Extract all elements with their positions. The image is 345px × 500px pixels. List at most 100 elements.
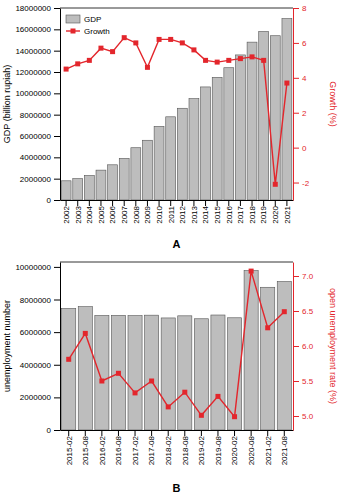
tick: 2010 [155,200,164,224]
marker [110,49,115,54]
tick-label: -2 [302,179,310,188]
bar [161,318,175,430]
tick-mark [217,200,218,206]
tick-label: 2015 [213,205,222,223]
tick: 2000000 [20,175,60,184]
marker [98,46,103,51]
tick-label: 2020-08 [247,435,256,465]
tick-label: 6000000 [20,328,52,337]
legend-label: GDP [84,15,101,24]
tick: 2019-08 [214,430,223,465]
bar [259,31,269,200]
tick-mark [100,200,101,206]
tick-mark [293,276,299,277]
tick-label: 8 [302,4,307,13]
tick: 8000000 [20,296,60,305]
tick-mark [228,200,229,206]
tick-mark [193,200,194,206]
tick: 2012 [178,200,187,224]
tick-label: 2008 [132,205,141,223]
bar [247,42,257,200]
tick: 10000000 [15,263,60,272]
tick-mark [147,200,148,206]
panel: 2002200320042005200620072008200920102011… [2,4,338,250]
tick: 2018-02 [164,430,173,465]
bar [178,316,192,430]
tick-label: 2021 [283,205,292,223]
tick: 2005 [97,200,106,224]
tick-label: 2016 [225,205,234,223]
tick-label: 2003 [74,205,83,223]
marker [66,357,71,362]
bar [95,315,109,430]
tick-label: 0 [47,196,52,205]
tick-mark [263,200,264,206]
tick: 2006 [108,200,117,224]
marker [157,37,162,42]
marker [182,390,187,395]
tick-label: 4000000 [20,361,52,370]
tick: 6000000 [20,328,60,337]
axis-line [61,430,294,431]
tick-label: 2013 [190,205,199,223]
tick: 4000000 [20,153,60,162]
tick-label: 16000000 [15,25,51,34]
tick: 0 [47,196,60,205]
tick-mark [54,51,60,52]
tick: 0 [293,144,307,153]
legend-swatch [66,15,80,23]
axis-line [60,263,61,431]
tick-label: 2000000 [20,175,52,184]
tick: 2014 [201,200,210,224]
y-axis: 0200000040000006000000800000010000000 [15,263,60,436]
tick-mark [293,381,299,382]
legend-label: Growth [84,27,110,36]
tick: 2007 [120,200,129,224]
bar [111,315,125,430]
tick-mark [54,397,60,398]
tick: 2003 [74,200,83,224]
legend-marker [71,29,76,34]
tick: 2009 [143,200,152,224]
tick: 2017-02 [131,430,140,465]
tick-mark [54,179,60,180]
tick-mark [54,332,60,333]
tick: 2015-08 [81,430,90,465]
tick: 16000000 [15,25,60,34]
marker [203,58,208,63]
tick-mark [54,136,60,137]
marker [116,371,121,376]
bar [211,315,225,430]
bar [224,68,234,200]
tick-mark [54,300,60,301]
tick: 2015 [213,200,222,224]
tick-label: 10000000 [15,263,51,272]
tick: 2004 [85,200,94,224]
tick: 0 [47,426,60,435]
tick-mark [293,416,299,417]
axis-title: Growth (%) [328,81,338,127]
bar [108,165,118,200]
tick: 6 [293,39,307,48]
tick: 2002 [62,200,71,224]
tick-mark [293,78,299,79]
y2-axis: -202468 [293,4,310,200]
tick-label: 2019 [259,205,268,223]
bar [166,117,176,200]
bar [61,181,71,200]
tick: 2016-02 [98,430,107,465]
tick: 5.5 [293,377,314,386]
tick: 5.0 [293,412,314,421]
tick-label: 8000000 [20,296,52,305]
tick-mark [159,200,160,206]
tick-label: 7.0 [302,272,314,281]
tick-mark [284,430,285,436]
tick: 2019-02 [197,430,206,465]
tick-mark [182,200,183,206]
bar [194,319,208,430]
bar [143,140,153,200]
marker [215,60,220,65]
marker [250,54,255,59]
marker [149,379,154,384]
marker [83,331,88,336]
